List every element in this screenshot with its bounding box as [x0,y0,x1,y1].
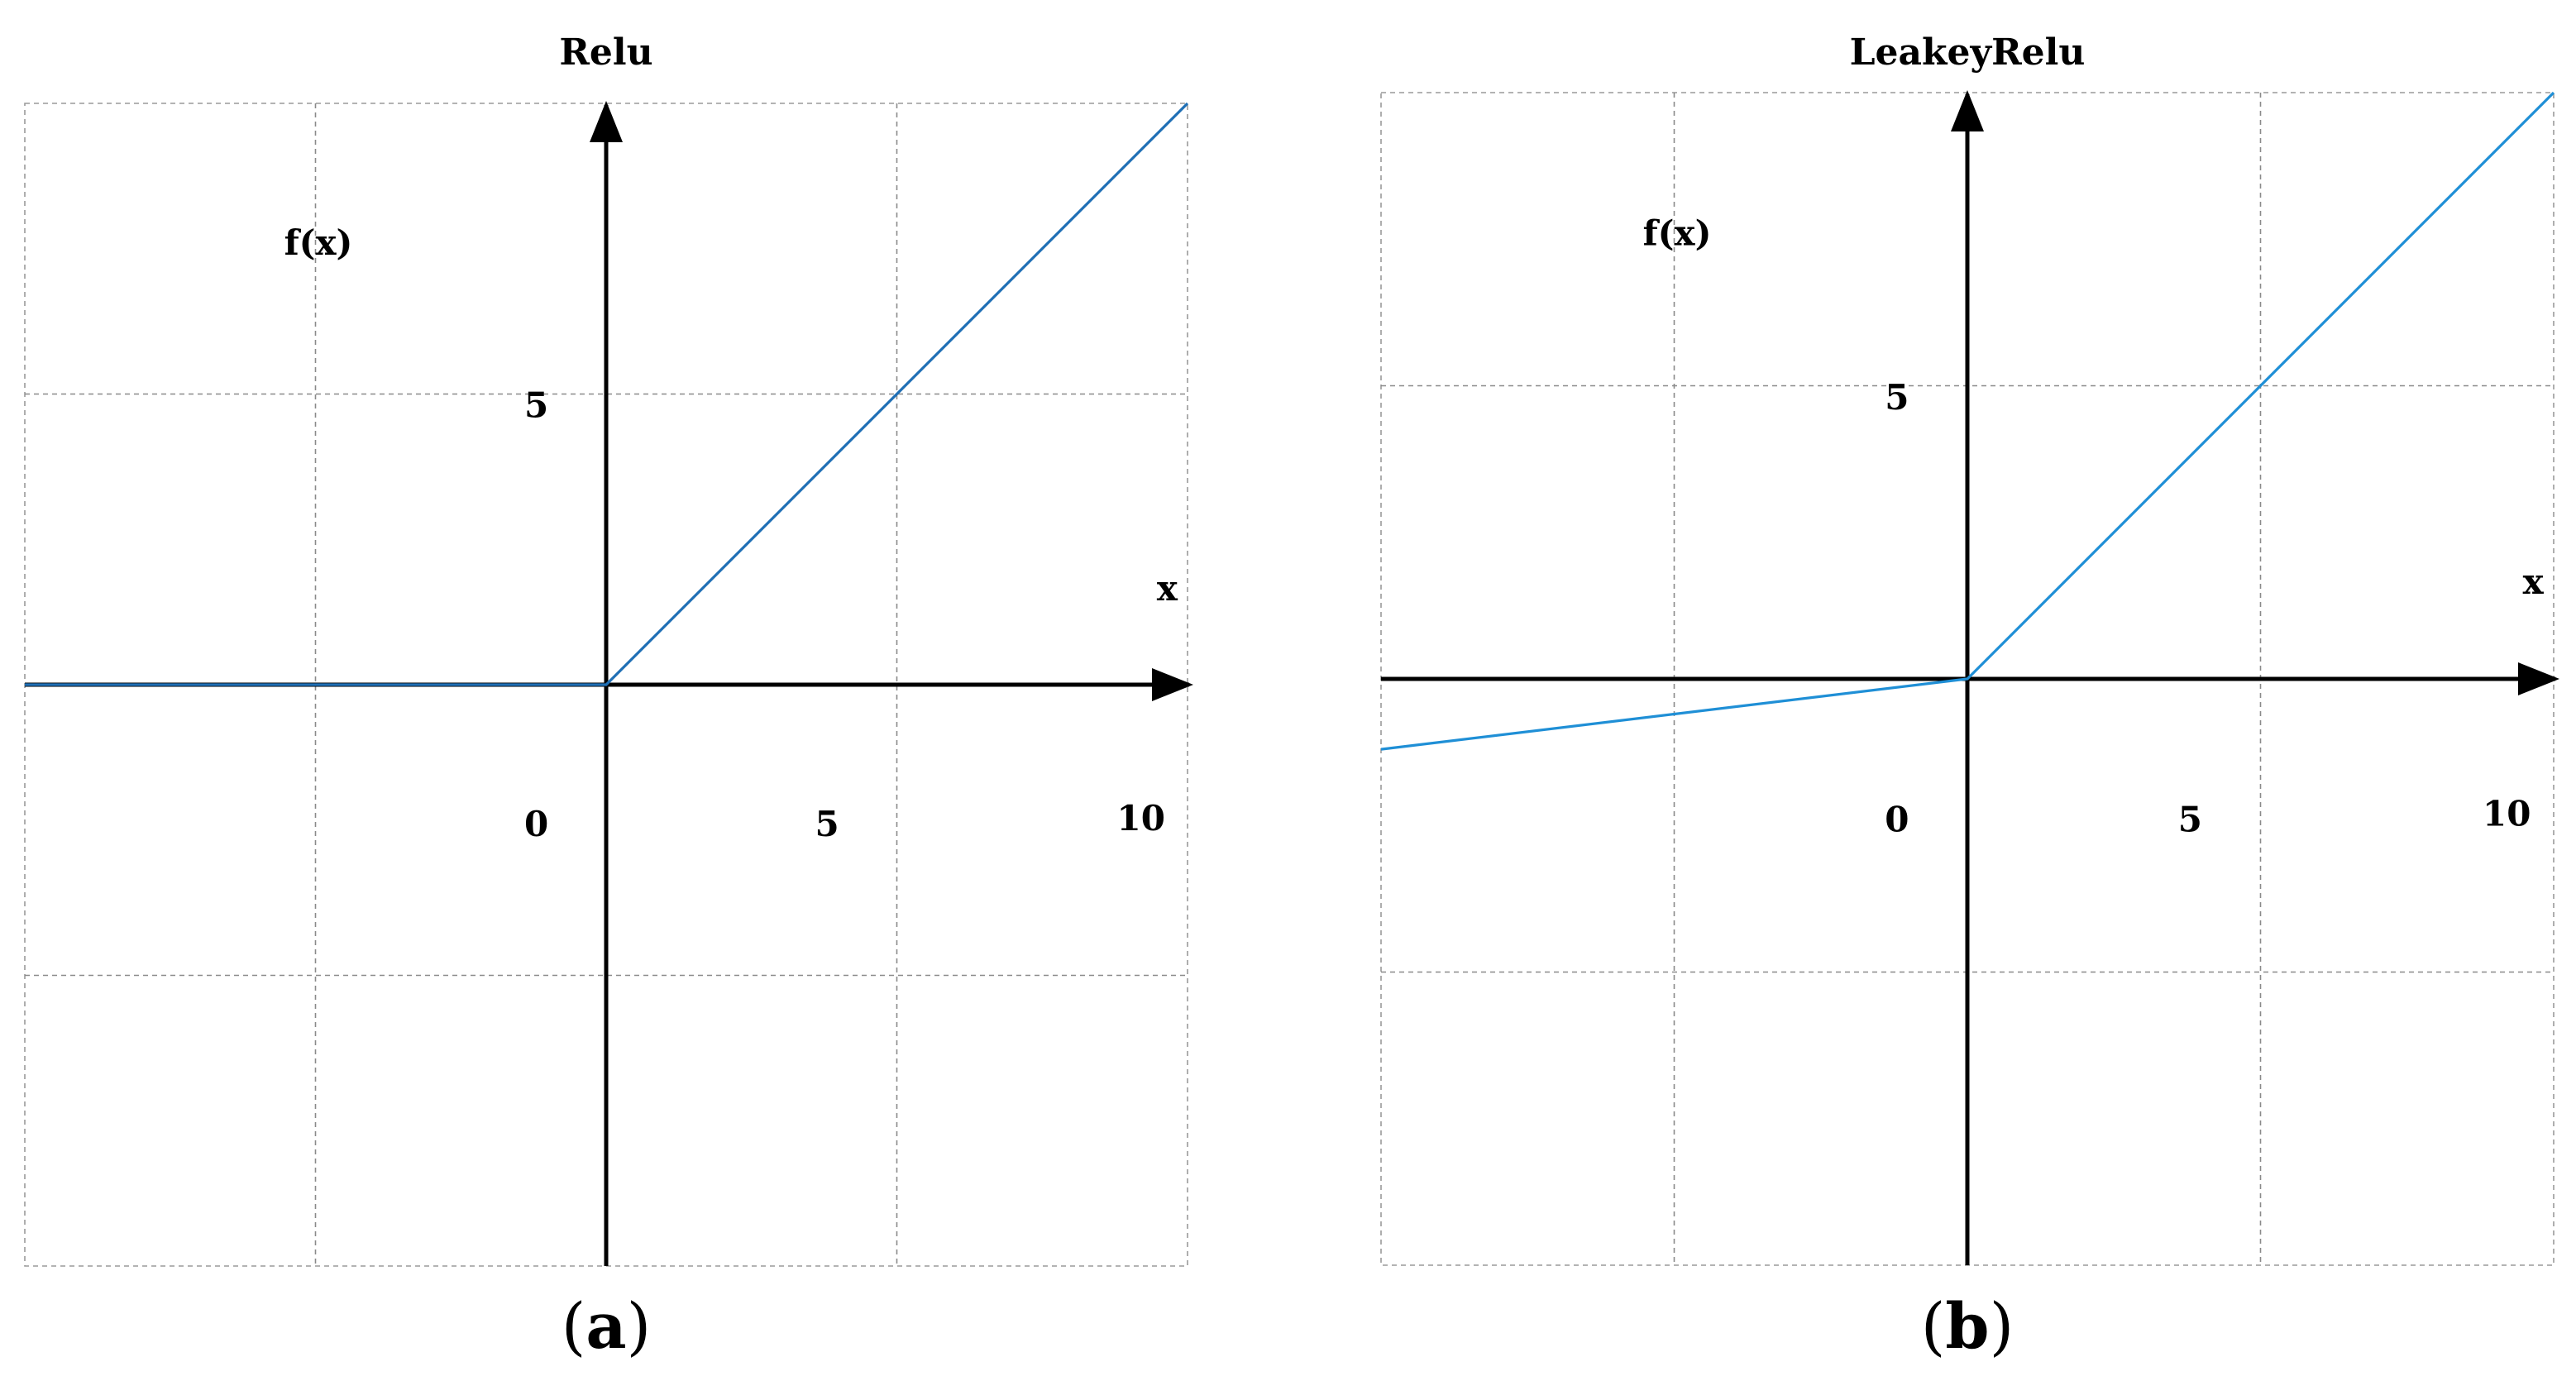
x-tick-label: 10 [2483,793,2531,834]
x-tick-label: 10 [1117,798,1165,838]
x-tick-label: 5 [2178,799,2202,839]
x-axis-label: x [2523,561,2545,602]
chart-title: LeakeyRelu [1850,31,2086,74]
chart-panel-a: Relu f(x) x 0 5 10 5 (a) [24,31,1193,1363]
chart-title: Relu [559,31,652,74]
series-line [1380,91,2555,751]
panel-caption: (a) [562,1289,652,1363]
y-axis-label: f(x) [284,222,353,263]
series-line [25,102,1189,686]
x-tick-label: 0 [1885,799,1909,839]
y-tick-label: 5 [524,385,548,426]
y-tick-label: 5 [1885,377,1909,418]
y-axis-label: f(x) [1643,213,1712,253]
x-tick-label: 0 [524,804,548,844]
chart-panel-b: LeakeyRelu f(x) x 0 5 10 5 (b) [1380,31,2559,1363]
x-tick-label: 5 [815,804,839,844]
panel-caption: (b) [1921,1289,2014,1363]
x-axis-label: x [1157,568,1178,609]
